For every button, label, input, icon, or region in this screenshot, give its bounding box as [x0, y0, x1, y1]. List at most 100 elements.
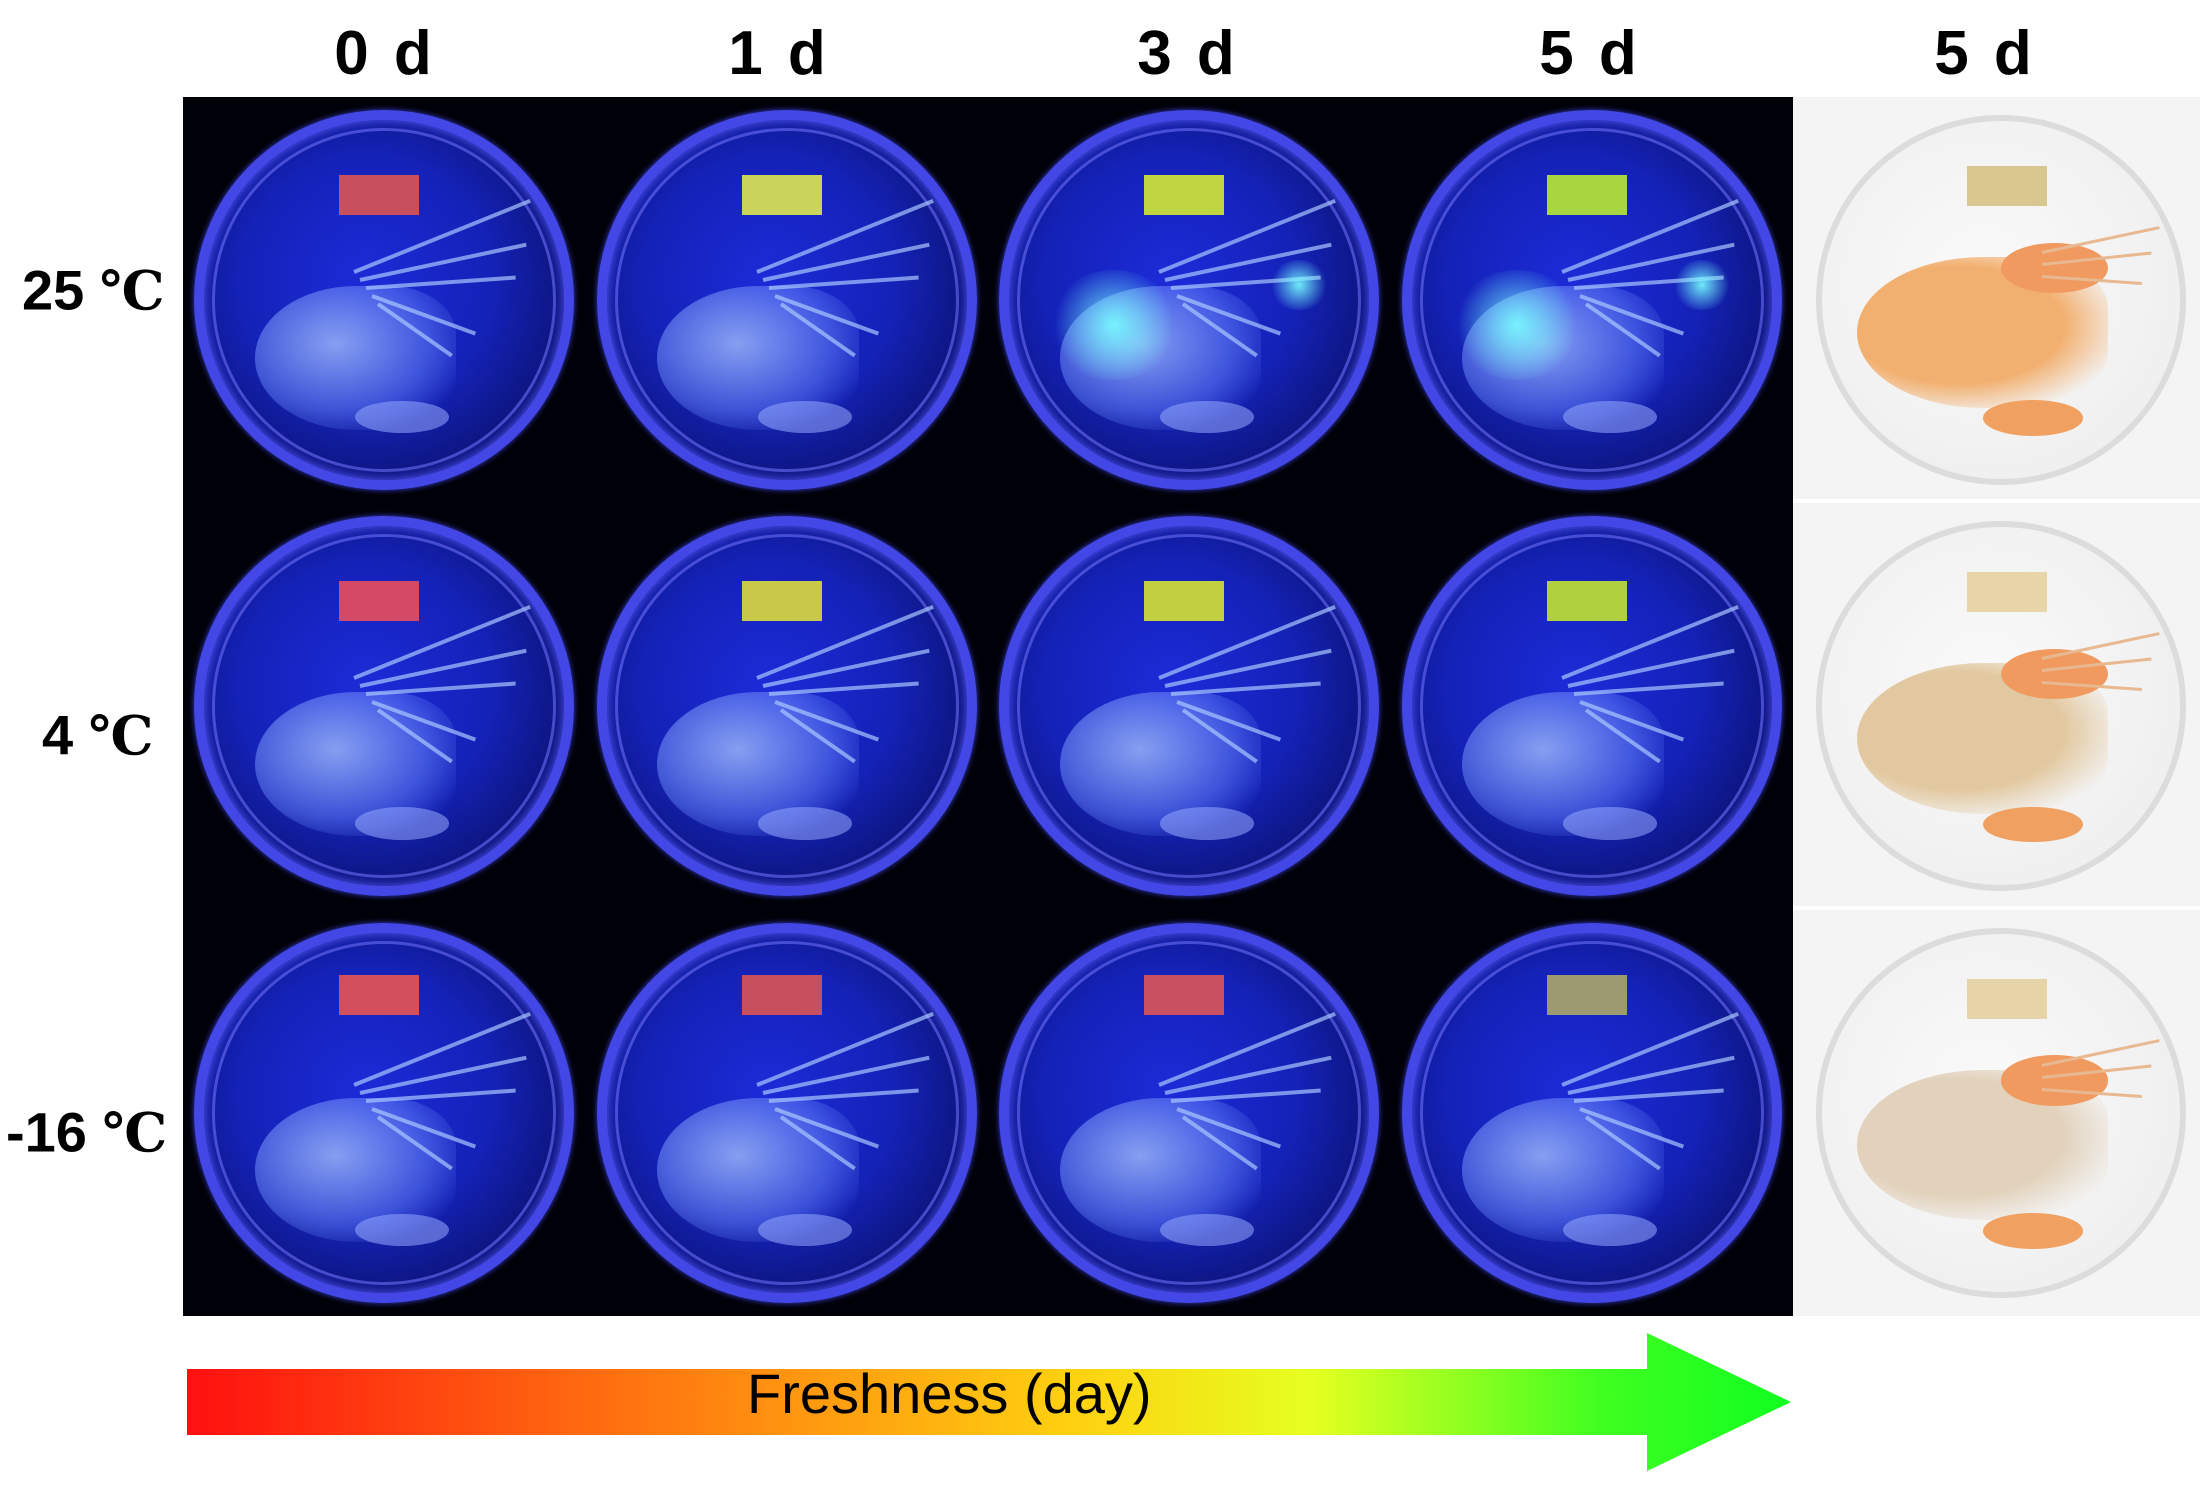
petri-dish [999, 922, 1380, 1303]
petri-dish [1815, 115, 2186, 486]
uv-dish-cell [1391, 97, 1794, 503]
shrimp-tail [1160, 807, 1255, 840]
indicator-label [339, 175, 420, 216]
row-label-25c: 25 ℃ [22, 258, 165, 323]
uv-dish-cell [988, 97, 1391, 503]
indicator-label [741, 974, 822, 1015]
shrimp-tail [1160, 1213, 1255, 1246]
shrimp-tail [757, 1213, 852, 1246]
petri-dish [596, 922, 977, 1303]
column-header-5d-uv: 5 d [1539, 19, 1641, 88]
shrimp-tail [1562, 807, 1657, 840]
shrimp-head [2000, 649, 2108, 700]
indicator-label [1546, 581, 1627, 622]
row-label-value: -16 [6, 1100, 87, 1164]
shrimp-tail [1982, 400, 2083, 437]
dish-rim [1419, 128, 1764, 473]
petri-dish [1401, 110, 1782, 491]
shrimp-tail [1982, 806, 2083, 843]
fluorescent-glow [1671, 260, 1732, 311]
petri-dish [1401, 922, 1782, 1303]
arrow-shape [187, 1333, 1791, 1471]
uv-dish-cell [586, 97, 989, 503]
dish-rim [212, 128, 557, 473]
indicator-label [1144, 175, 1225, 216]
column-header-0d: 0 d [334, 19, 436, 88]
fluorescent-glow [1269, 260, 1330, 311]
uv-dish-cell [586, 910, 989, 1316]
shrimp-tail [1982, 1212, 2083, 1249]
petri-dish [1401, 516, 1782, 897]
petri-dish [999, 516, 1380, 897]
dish-rim [614, 534, 959, 879]
fluorescent-glow [1451, 270, 1582, 381]
indicator-label [741, 581, 822, 622]
row-label-value: 25 [22, 258, 85, 322]
shrimp-tail [355, 1213, 450, 1246]
dish-rim [1017, 940, 1362, 1285]
petri-dish [194, 110, 575, 491]
photo-dish-cell [1793, 97, 2200, 504]
uv-dish-cell [988, 503, 1391, 909]
uv-dish-cell [1391, 910, 1794, 1316]
shrimp-tail [355, 400, 450, 434]
uv-dish-cell [988, 910, 1391, 1316]
indicator-label [1966, 572, 2047, 613]
row-label-unit: ℃ [102, 1103, 168, 1164]
arrow-label: Freshness (day) [747, 1362, 1152, 1425]
shrimp-tail [757, 807, 852, 840]
indicator-label [339, 974, 420, 1015]
dish-rim [1017, 128, 1362, 473]
shrimp-tail [355, 807, 450, 840]
row-label-unit: ℃ [99, 261, 165, 322]
petri-dish [1815, 927, 2186, 1298]
fluorescent-glow [1049, 270, 1180, 381]
photo-dish-cell [1793, 909, 2200, 1316]
shrimp-antenna [2041, 632, 2160, 661]
freshness-arrow-graphic [187, 1333, 1791, 1471]
column-header-5d-photo: 5 d [1934, 19, 2036, 88]
column-header-3d: 3 d [1137, 19, 1239, 88]
indicator-label [1546, 175, 1627, 216]
freshness-arrow: Freshness (day) [187, 1333, 1791, 1471]
dish-rim [1017, 534, 1362, 879]
indicator-label [1966, 978, 2047, 1019]
indicator-label [1546, 974, 1627, 1015]
dish-rim [1419, 534, 1764, 879]
indicator-label [1144, 974, 1225, 1015]
dish-rim [614, 128, 959, 473]
shrimp-tail [1160, 400, 1255, 434]
uv-dish-cell [183, 97, 586, 503]
row-label-4c: 4 ℃ [42, 703, 153, 768]
petri-dish [1815, 521, 2186, 892]
petri-dish [194, 922, 575, 1303]
indicator-label [1966, 166, 2047, 207]
petri-dish [596, 516, 977, 897]
uv-dish-cell [183, 503, 586, 909]
uv-dish-cell [586, 503, 989, 909]
uv-image-grid [183, 97, 1793, 1316]
petri-dish [596, 110, 977, 491]
row-label-unit: ℃ [88, 706, 154, 767]
shrimp-antenna [2041, 1038, 2160, 1067]
shrimp-tail [757, 400, 852, 434]
uv-dish-cell [183, 910, 586, 1316]
indicator-label [339, 581, 420, 622]
dish-rim [614, 940, 959, 1285]
dish-rim [1419, 940, 1764, 1285]
photo-dish-cell [1793, 503, 2200, 910]
shrimp-tail [1562, 400, 1657, 434]
indicator-label [741, 175, 822, 216]
dish-rim [212, 534, 557, 879]
petri-dish [999, 110, 1380, 491]
shrimp-antenna [2041, 226, 2160, 255]
column-header-1d: 1 d [728, 19, 830, 88]
indicator-label [1144, 581, 1225, 622]
daylight-photo-column [1793, 97, 2200, 1316]
row-label-value: 4 [42, 703, 74, 767]
row-label-minus16c: -16 ℃ [6, 1100, 167, 1165]
petri-dish [194, 516, 575, 897]
dish-rim [212, 940, 557, 1285]
shrimp-tail [1562, 1213, 1657, 1246]
